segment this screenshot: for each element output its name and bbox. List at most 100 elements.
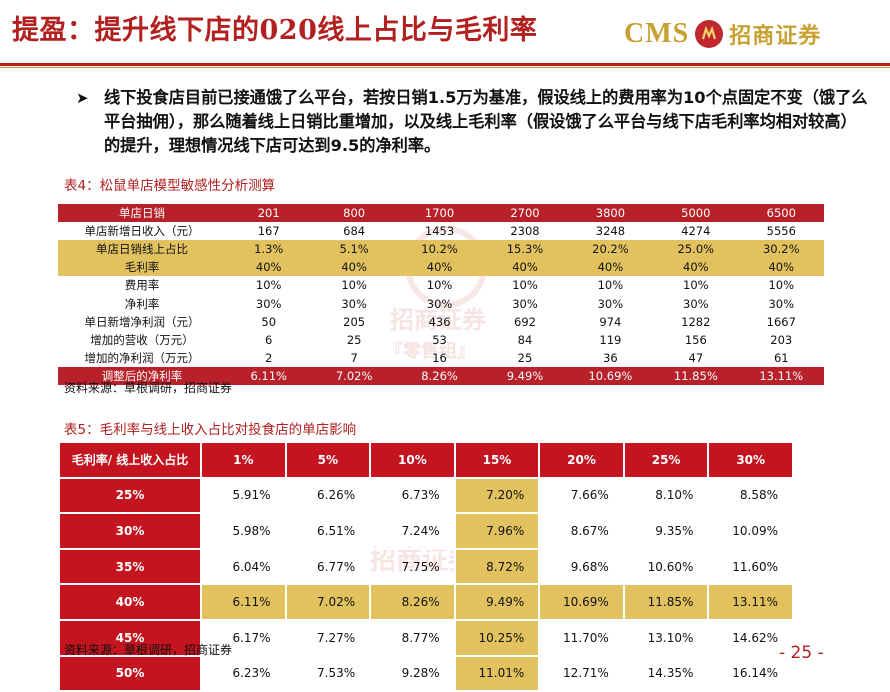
table-cell: 10.25%: [453, 618, 541, 657]
row-label: 增加的营收（万元）: [90, 332, 194, 347]
table-cell: 13.10%: [622, 618, 710, 657]
table-cell: 10%: [341, 278, 367, 293]
table-cell: 30%: [426, 296, 453, 311]
row-label: 单店日销: [58, 204, 226, 223]
table-cell: 9.49%: [453, 583, 541, 621]
table-cell: 8.58%: [707, 476, 794, 515]
table-cell: 40%: [653, 258, 739, 277]
table-cell: 6.77%: [284, 547, 372, 586]
column-header: 15%: [453, 441, 541, 479]
row-label: 单店新增日收入（元）: [84, 224, 200, 239]
table-cell: 7: [350, 350, 358, 365]
table-cell: 40%: [226, 258, 312, 277]
table-cell: 10%: [597, 278, 624, 293]
table-cell: 61: [773, 350, 789, 365]
sensitivity-table: 单店日销 201 800 1700 2700 3800 5000 6500 单店新增日收入（元）…: [58, 204, 824, 385]
table-cell: 5556: [766, 224, 796, 239]
row-header: 50%: [58, 654, 202, 692]
table-cell: 8.26%: [369, 583, 456, 621]
column-header: 5%: [284, 441, 372, 479]
table-cell: 6.11%: [200, 583, 287, 621]
table-row: 50% 6.23% 7.53% 9.28% 11.01% 12.71% 14.35% 16.1…: [58, 654, 794, 692]
table-cell: 30%: [597, 296, 624, 311]
table-row: 净利率 30% 30% 30% 30% 30% 30% 30%: [58, 294, 824, 312]
table-cell: 30%: [512, 296, 538, 311]
column-header: 1%: [200, 441, 287, 479]
table-cell: 2700: [482, 204, 568, 223]
table-cell: 8.26%: [396, 366, 483, 385]
table5-source: 资料来源：草根调研，招商证券: [64, 643, 233, 657]
table-cell: 7.66%: [538, 476, 625, 515]
page-title: 提盈：提升线下店的020线上占比与毛利率: [12, 15, 538, 46]
bullet-arrow-icon: ➤: [76, 89, 89, 107]
table-cell: 50: [261, 314, 277, 329]
row-header: 45%: [58, 618, 202, 657]
table-row: 费用率 10% 10% 10% 10% 10% 10% 10%: [58, 276, 824, 294]
table-cell: 10%: [512, 278, 538, 293]
table-cell: 156: [684, 332, 707, 347]
table-cell: 1.3%: [226, 240, 312, 259]
table-cell: 11.70%: [538, 618, 625, 657]
table-cell: 10%: [683, 278, 709, 293]
table-cell: 7.53%: [284, 654, 372, 692]
table-cell: 15.3%: [482, 240, 568, 259]
table-cell: 84: [517, 332, 533, 347]
corner-header: 毛利率/ 线上收入占比: [58, 441, 202, 479]
table-cell: 14.35%: [622, 654, 710, 692]
logo-latin: CMS: [624, 18, 690, 49]
table-cell: 6.26%: [284, 476, 372, 515]
table-cell: 6.51%: [284, 512, 372, 550]
header-divider: [0, 63, 890, 66]
table-cell: 40%: [482, 258, 568, 277]
column-header: 10%: [369, 441, 456, 479]
table-row: 单日新增净利润（元） 50 205 436 692 974 1282 1667: [58, 313, 824, 331]
table-cell: 6.04%: [200, 547, 287, 586]
table-cell: 1700: [396, 204, 483, 223]
row-label: 毛利率: [58, 258, 226, 277]
table-cell: 25: [346, 332, 362, 347]
table-cell: 6.11%: [226, 366, 312, 385]
row-label: 调整后的净利率: [58, 366, 226, 385]
table-cell: 6: [265, 332, 273, 347]
table-cell: 25: [517, 350, 533, 365]
table-cell: 10.09%: [707, 512, 794, 550]
table-cell: 974: [599, 314, 622, 329]
table-cell: 30%: [683, 296, 709, 311]
table-cell: 205: [343, 314, 366, 329]
table-cell: 7.96%: [453, 512, 541, 550]
table-cell: 1667: [766, 314, 796, 329]
table-cell: 5.98%: [200, 512, 287, 550]
table-cell: 5.1%: [311, 240, 397, 259]
table4-caption: 表4：松鼠单店模型敏感性分析测算: [64, 178, 276, 194]
table-cell: 167: [257, 224, 280, 239]
bullet-paragraph: ➤ 线下投食店目前已接通饿了么平台，若按日销1.5万为基准，假设线上的费用率为1…: [76, 86, 871, 158]
table-cell: 7.24%: [369, 512, 456, 550]
logo-emblem-icon: [695, 20, 724, 48]
row-header: 30%: [58, 512, 202, 550]
table-cell: 47: [688, 350, 704, 365]
table-cell: 40%: [738, 258, 824, 277]
table-cell: 30%: [341, 296, 367, 311]
table-cell: 1453: [424, 224, 455, 239]
table-cell: 692: [514, 314, 536, 329]
table5-caption: 表5：毛利率与线上收入占比对投食店的单店影响: [64, 422, 357, 438]
table-cell: 10%: [426, 278, 453, 293]
table-cell: 16: [432, 350, 447, 365]
table-cell: 2308: [510, 224, 540, 239]
table-cell: 119: [599, 332, 622, 347]
column-header: 20%: [538, 441, 625, 479]
table-cell: 36: [603, 350, 618, 365]
row-header: 35%: [58, 547, 202, 586]
table-row: 40% 6.11% 7.02% 8.26% 9.49% 10.69% 11.85% 13.11…: [58, 583, 794, 621]
table-cell: 10%: [768, 278, 795, 293]
table-cell: 5.91%: [200, 476, 287, 515]
table-cell: 10%: [255, 278, 282, 293]
table-row: 25% 5.91% 6.26% 6.73% 7.20% 7.66% 8.10% 8.58%: [58, 476, 794, 515]
table-cell: 2: [265, 350, 273, 365]
table-cell: 13.11%: [707, 583, 794, 621]
table-cell: 20.2%: [567, 240, 654, 259]
column-header: 25%: [622, 441, 710, 479]
table-cell: 11.85%: [653, 366, 739, 385]
table-cell: 3800: [567, 204, 654, 223]
table-cell: 7.75%: [369, 547, 456, 586]
